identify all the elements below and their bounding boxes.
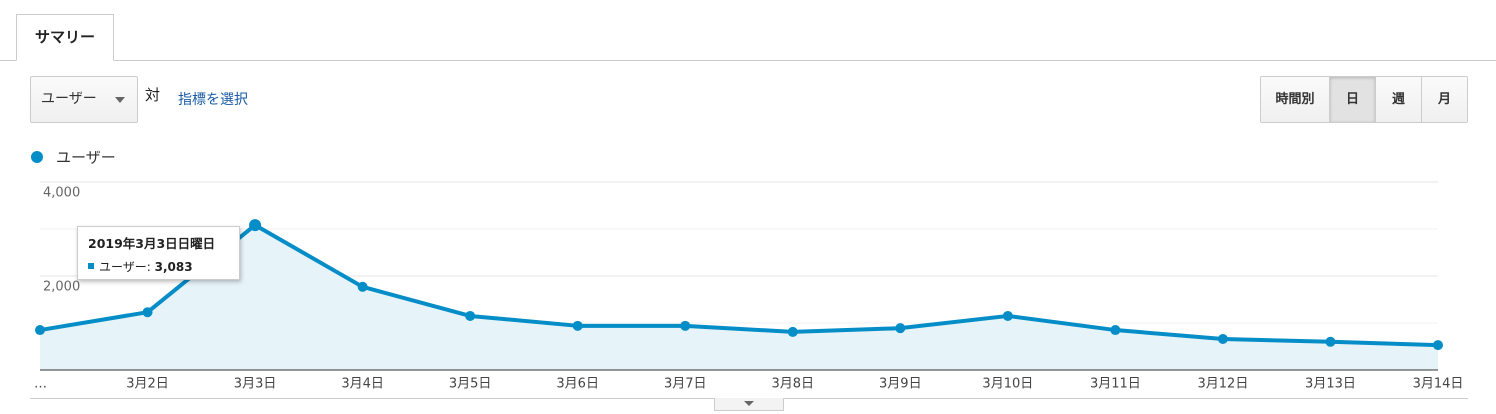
tab-divider xyxy=(0,60,1496,61)
x-tick-label: 3月5日 xyxy=(449,377,492,392)
dropdown-label: ユーザー xyxy=(41,91,97,107)
period-button[interactable]: 月 xyxy=(1421,77,1467,122)
x-tick-label: 3月9日 xyxy=(879,377,922,392)
point xyxy=(1433,340,1443,351)
y-tick-label: 4,000 xyxy=(43,186,80,201)
point xyxy=(465,310,476,321)
tooltip: 2019年3月3日日曜日 ユーザー: 3,083 xyxy=(77,226,240,280)
legend-label: ユーザー xyxy=(56,149,116,167)
period-button[interactable]: 週 xyxy=(1375,77,1421,122)
select-metric-link[interactable]: 指標を選択 xyxy=(178,92,248,108)
x-tick-label: 3月4日 xyxy=(341,377,384,392)
tooltip-row: ユーザー: 3,083 xyxy=(88,258,229,275)
line xyxy=(39,223,1439,348)
x-tick-label: 3月3日 xyxy=(234,377,277,392)
x-tick-label: 3月8日 xyxy=(771,377,814,392)
x-tick-label: 3月14日 xyxy=(1413,377,1464,392)
point xyxy=(1110,325,1121,336)
y-tick-label: 2,000 xyxy=(43,280,80,295)
point xyxy=(1002,310,1013,321)
tab[interactable]: サマリー xyxy=(16,14,114,61)
point xyxy=(249,219,262,232)
x-tick-label: … xyxy=(34,377,47,392)
dropdown-arrow xyxy=(115,97,125,103)
point xyxy=(35,325,45,336)
period-button[interactable]: 日 xyxy=(1329,77,1375,122)
handle-arrow xyxy=(744,401,754,406)
area xyxy=(40,225,1438,370)
point xyxy=(680,320,691,331)
x-tick-label: 3月13日 xyxy=(1305,377,1356,392)
versus-label: 対 xyxy=(145,86,161,104)
point xyxy=(1217,333,1228,344)
point xyxy=(572,320,583,331)
period-buttons: 時間別日週月 xyxy=(1260,76,1468,123)
metric-dropdown[interactable]: ユーザー xyxy=(30,76,138,123)
tooltip-value: 3,083 xyxy=(154,260,193,274)
tooltip-title: 2019年3月3日日曜日 xyxy=(88,236,216,251)
x-tick-label: 3月10日 xyxy=(982,377,1033,392)
point xyxy=(357,281,368,292)
x-tick-label: 3月11日 xyxy=(1090,377,1141,392)
x-tick-label: 3月2日 xyxy=(126,377,169,392)
tooltip-swatch xyxy=(88,263,94,269)
point xyxy=(787,326,798,337)
tooltip-label: ユーザー: xyxy=(99,260,151,274)
point xyxy=(142,307,153,318)
point xyxy=(895,323,906,334)
expand-handle[interactable] xyxy=(714,398,784,411)
x-tick-label: 3月12日 xyxy=(1198,377,1249,392)
period-button[interactable]: 時間別 xyxy=(1261,77,1329,122)
legend-dot xyxy=(31,151,43,163)
point xyxy=(1325,336,1336,347)
x-tick-label: 3月6日 xyxy=(556,377,599,392)
x-tick-label: 3月7日 xyxy=(664,377,707,392)
